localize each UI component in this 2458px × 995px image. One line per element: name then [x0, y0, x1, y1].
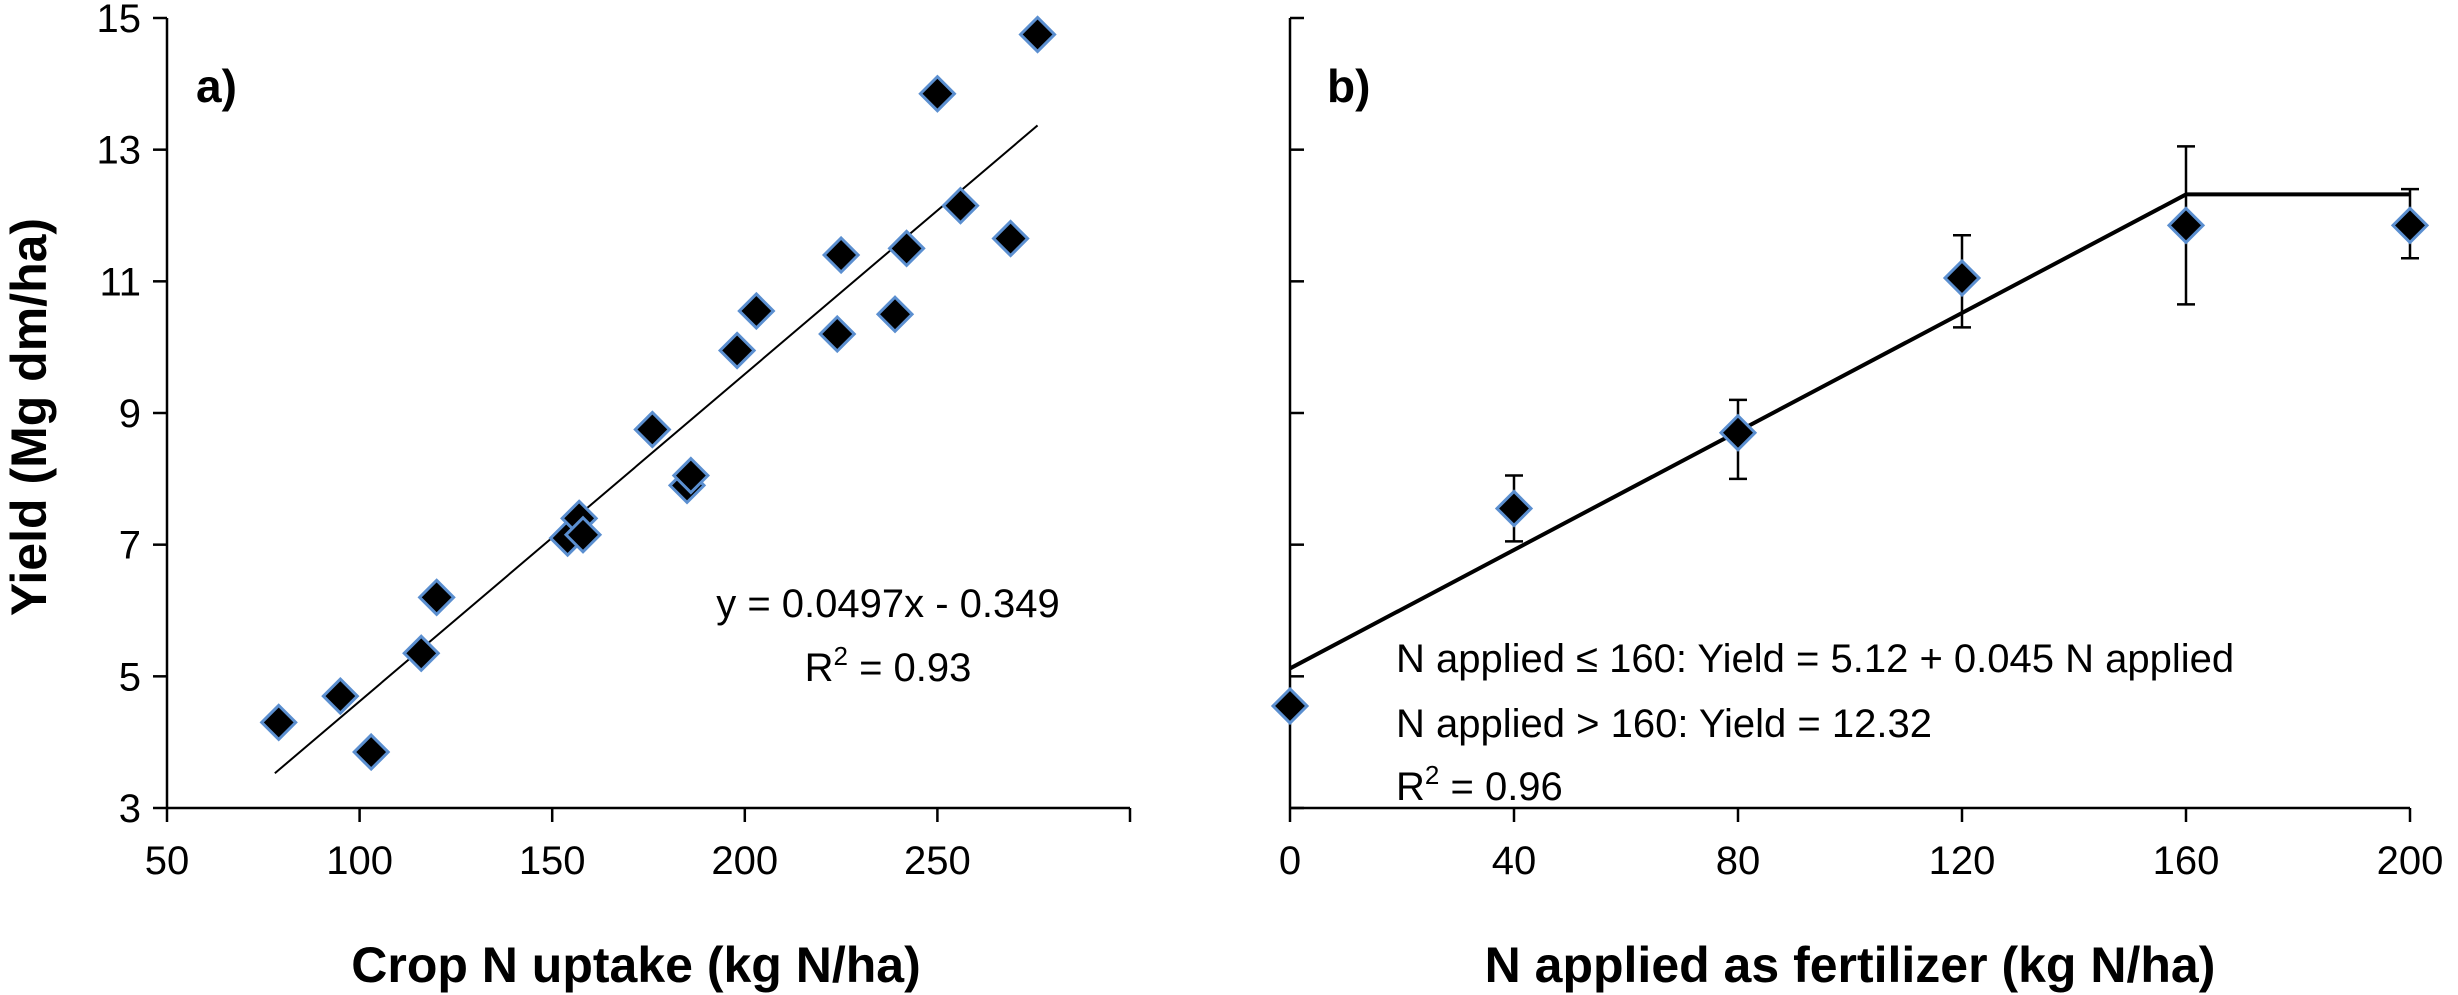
panel-b-data-point — [1494, 489, 1534, 528]
panel-b-x-tick-label: 120 — [1929, 839, 1996, 883]
panel-b-error-bars — [1281, 145, 2419, 714]
panel-b-x-tick-label: 80 — [1716, 839, 1761, 883]
panel-a-r2-value: = 0.93 — [848, 646, 971, 690]
panel-a-data-point — [417, 578, 456, 617]
panel-a-equation: y = 0.0497x - 0.349 — [716, 582, 1060, 626]
panel-a-x-tick-label: 250 — [904, 839, 971, 883]
panel-a-y-tick-label: 13 — [97, 129, 142, 173]
panel-b-data-point — [2390, 206, 2430, 245]
panel-a-data-point — [259, 703, 298, 742]
panel-b-axes — [1288, 18, 2410, 810]
panel-a-data-point — [633, 410, 672, 449]
panel-a-r-squared: R2 = 0.93 — [805, 641, 972, 690]
panel-a-data-point — [875, 295, 915, 334]
panel-a-axes — [165, 18, 1130, 810]
panel-a-y-tick-label: 3 — [119, 787, 141, 831]
panel-b-annotation-1: N applied ≤ 160: Yield = 5.12 + 0.045 N … — [1396, 637, 2234, 681]
panel-b-annotation-2: N applied > 160: Yield = 12.32 — [1396, 702, 1932, 746]
panel-a-data-point — [991, 219, 1030, 258]
panel-b-chart: 0 40 80 120 160 200 b) N applied ≤ 160: Yield… — [1270, 16, 2444, 993]
panel-b-x-tick-label: 200 — [2377, 839, 2444, 883]
panel-a-x-tick-label: 50 — [145, 839, 190, 883]
panel-b-x-tick-label: 40 — [1492, 839, 1537, 883]
panel-a-data-point — [918, 74, 957, 113]
panel-a-x-tick-label: 100 — [326, 839, 393, 883]
panel-a-y-tick-label: 7 — [119, 524, 141, 568]
panel-b-data-point — [1718, 413, 1758, 452]
panel-a-ticks: 3 5 7 9 11 13 15 50 100 150 200 250 — [97, 0, 1132, 883]
panel-b-r2-prefix: R — [1396, 765, 1425, 809]
panel-a-y-tick-label: 15 — [97, 0, 142, 41]
panel-a-y-tick-label: 11 — [99, 260, 141, 304]
panel-a-label: a) — [196, 60, 237, 112]
panel-b-x-tick-label: 0 — [1279, 839, 1301, 883]
panel-b-fit-line — [1289, 192, 2410, 671]
panel-a-r2-sup: 2 — [833, 641, 847, 671]
panel-a-data-point — [717, 331, 757, 370]
panel-b-x-axis-title: N applied as fertilizer (kg N/ha) — [1485, 937, 2216, 993]
panel-a-data-point — [941, 186, 980, 225]
panel-a-data-point — [402, 634, 441, 673]
panel-a-data-point — [563, 515, 603, 554]
panel-a-y-tick-label: 5 — [119, 655, 141, 699]
panel-a-data-point — [671, 456, 710, 495]
panel-a-data-point — [352, 732, 391, 772]
panel-a-r2-prefix: R — [805, 646, 834, 690]
panel-b-r-squared: R2 = 0.96 — [1396, 760, 1563, 809]
panel-a-y-tick-label: 9 — [119, 392, 141, 436]
panel-a-data-point — [821, 235, 861, 275]
panel-a-points — [259, 15, 1057, 772]
panel-b-data-point — [1942, 258, 1982, 298]
panel-a-x-tick-label: 200 — [711, 839, 778, 883]
panel-b-data-point — [1270, 686, 1310, 726]
panel-b-r2-value: = 0.96 — [1439, 765, 1562, 809]
panel-a-data-point — [1018, 15, 1057, 54]
panel-a-data-point — [818, 314, 857, 354]
panel-b-ticks: 0 40 80 120 160 200 — [1279, 16, 2444, 883]
panel-b-data-point — [2166, 206, 2206, 245]
panel-a-x-axis-title: Crop N uptake (kg N/ha) — [351, 937, 920, 993]
panel-a-data-point — [887, 229, 926, 268]
y-axis-title: Yield (Mg dm/ha) — [1, 218, 57, 616]
panel-a-chart: 3 5 7 9 11 13 15 50 100 150 200 250 a) y = 0.0497x … — [97, 0, 1132, 993]
panel-a-data-point — [321, 676, 360, 716]
panel-b-r2-sup: 2 — [1425, 760, 1439, 790]
panel-a-x-tick-label: 150 — [519, 839, 586, 883]
panel-b-label: b) — [1327, 60, 1370, 112]
panel-a-data-point — [737, 291, 776, 331]
panel-b-points — [1270, 206, 2430, 726]
panel-b-x-tick-label: 160 — [2153, 839, 2220, 883]
